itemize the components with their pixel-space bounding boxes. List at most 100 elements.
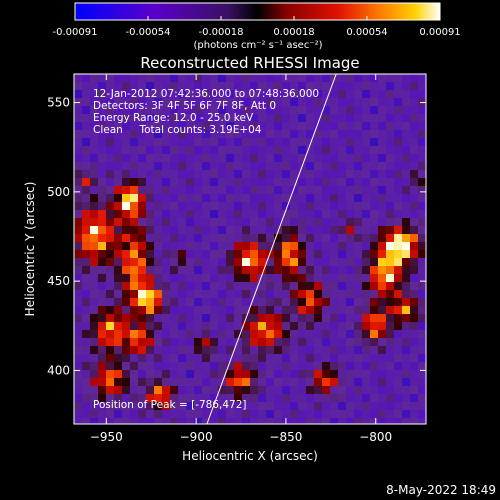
heatmap-cell xyxy=(330,306,338,314)
heatmap-cell xyxy=(290,306,298,314)
heatmap-cell xyxy=(242,202,250,210)
heatmap-cell xyxy=(410,186,418,194)
heatmap-cell xyxy=(130,210,138,218)
heatmap-cell xyxy=(410,282,418,290)
heatmap-cell xyxy=(138,98,146,106)
heatmap-cell xyxy=(386,170,394,178)
heatmap-cell xyxy=(194,314,202,322)
heatmap-cell xyxy=(74,370,82,378)
heatmap-cell xyxy=(122,354,130,362)
heatmap-cell xyxy=(218,282,226,290)
heatmap-cell xyxy=(114,114,122,122)
heatmap-cell xyxy=(378,306,386,314)
heatmap-cell xyxy=(346,274,354,282)
x-tick-label: −800 xyxy=(359,430,392,444)
heatmap-cell xyxy=(354,322,362,330)
heatmap-cell xyxy=(186,170,194,178)
heatmap-cell xyxy=(122,266,130,274)
heatmap-cell xyxy=(250,282,258,290)
heatmap-cell xyxy=(418,250,426,258)
heatmap-cell xyxy=(210,330,218,338)
heatmap-cell xyxy=(274,162,282,170)
heatmap-cell xyxy=(218,234,226,242)
heatmap-cell xyxy=(394,202,402,210)
heatmap-cell xyxy=(202,402,210,410)
heatmap-cell xyxy=(274,322,282,330)
heatmap-cell xyxy=(82,106,90,114)
heatmap-cell xyxy=(402,362,410,370)
heatmap-cell xyxy=(402,322,410,330)
heatmap-cell xyxy=(378,362,386,370)
heatmap-cell xyxy=(418,322,426,330)
heatmap-cell xyxy=(162,330,170,338)
heatmap-cell xyxy=(282,186,290,194)
heatmap-cell xyxy=(274,82,282,90)
heatmap-cell xyxy=(386,274,394,282)
heatmap-cell xyxy=(330,138,338,146)
heatmap-cell xyxy=(162,170,170,178)
heatmap-cell xyxy=(194,226,202,234)
heatmap-cell xyxy=(250,170,258,178)
heatmap-cell xyxy=(122,226,130,234)
heatmap-cell xyxy=(418,370,426,378)
heatmap-cell xyxy=(346,418,354,424)
heatmap-cell xyxy=(138,322,146,330)
heatmap-cell xyxy=(250,114,258,122)
heatmap-cell xyxy=(258,98,266,106)
heatmap-cell xyxy=(146,210,154,218)
heatmap-cell xyxy=(314,298,322,306)
heatmap-cell xyxy=(282,386,290,394)
colorbar-tick-label: -0.00054 xyxy=(126,27,171,38)
heatmap-cell xyxy=(370,354,378,362)
heatmap-cell xyxy=(402,306,410,314)
heatmap-cell xyxy=(114,162,122,170)
heatmap-cell xyxy=(130,362,138,370)
heatmap-cell xyxy=(362,226,370,234)
heatmap-cell xyxy=(290,314,298,322)
heatmap-cell xyxy=(82,418,90,424)
heatmap-cell xyxy=(290,354,298,362)
heatmap-cell xyxy=(402,194,410,202)
heatmap-cell xyxy=(146,362,154,370)
heatmap-cell xyxy=(386,226,394,234)
heatmap-cell xyxy=(370,282,378,290)
heatmap-cell xyxy=(338,194,346,202)
heatmap-cell xyxy=(202,266,210,274)
heatmap-cell xyxy=(370,178,378,186)
heatmap-cell xyxy=(74,162,82,170)
heatmap-cell xyxy=(282,90,290,98)
heatmap-cell xyxy=(402,370,410,378)
heatmap-cell xyxy=(74,226,82,234)
heatmap-cell xyxy=(90,290,98,298)
heatmap-cell xyxy=(98,202,106,210)
heatmap-cell xyxy=(378,218,386,226)
heatmap-cell xyxy=(402,354,410,362)
heatmap-cell xyxy=(234,298,242,306)
heatmap-cell xyxy=(90,162,98,170)
heatmap-cell xyxy=(146,74,154,82)
heatmap-cell xyxy=(290,362,298,370)
heatmap-cell xyxy=(378,130,386,138)
heatmap-cell xyxy=(274,274,282,282)
heatmap-cell xyxy=(226,186,234,194)
heatmap-cell xyxy=(322,290,330,298)
heatmap-cell xyxy=(298,82,306,90)
heatmap-cell xyxy=(122,362,130,370)
heatmap-cell xyxy=(322,282,330,290)
heatmap-cell xyxy=(338,258,346,266)
heatmap-cell xyxy=(410,218,418,226)
heatmap-cell xyxy=(178,322,186,330)
heatmap-cell xyxy=(226,90,234,98)
heatmap-cell xyxy=(162,98,170,106)
heatmap-cell xyxy=(194,354,202,362)
heatmap-cell xyxy=(370,234,378,242)
heatmap-cell xyxy=(322,234,330,242)
heatmap-cell xyxy=(98,146,106,154)
heatmap-cell xyxy=(162,202,170,210)
heatmap-cell xyxy=(82,178,90,186)
heatmap-cell xyxy=(234,370,242,378)
heatmap-cell xyxy=(162,74,170,82)
heatmap-cell xyxy=(378,282,386,290)
heatmap-cell xyxy=(170,210,178,218)
heatmap-cell xyxy=(74,290,82,298)
